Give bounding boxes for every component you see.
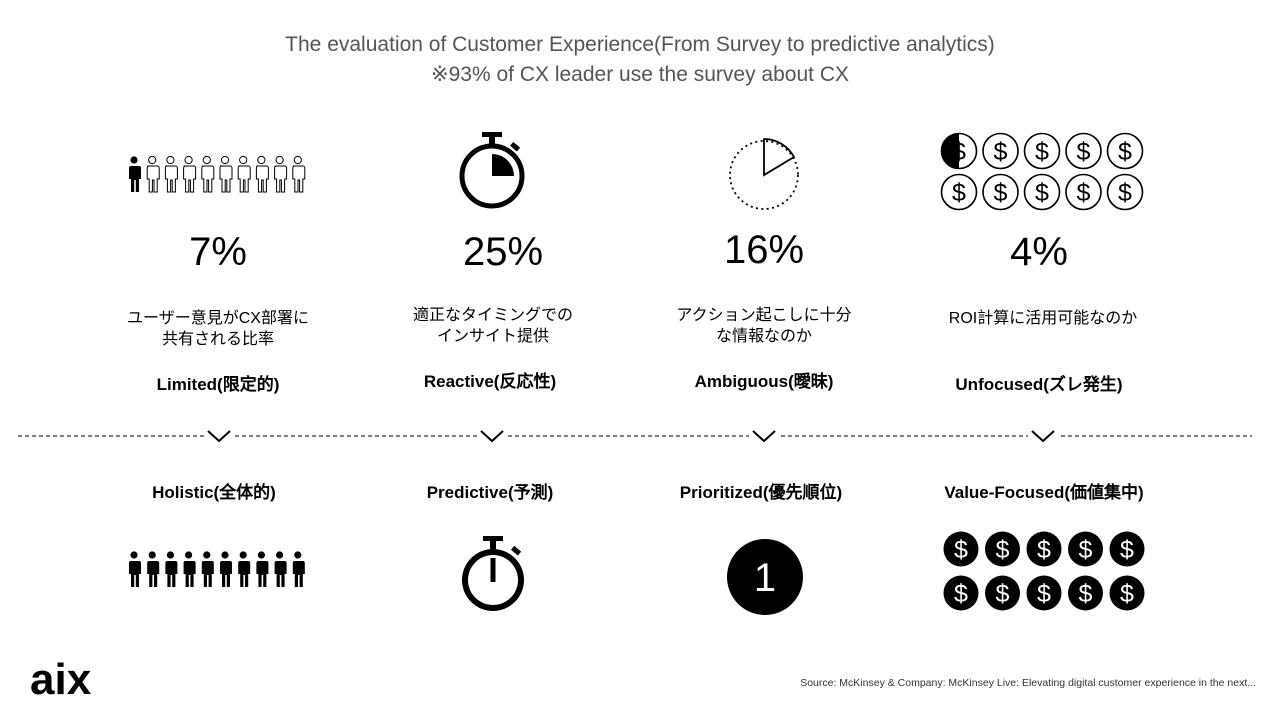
dollar-coin: $ (982, 132, 1019, 170)
svg-text:$: $ (1079, 580, 1093, 608)
person-filled (201, 551, 214, 587)
dollar-coins-half-filled-icon: $ $ $ $ $ $ $ $ $ $ (940, 132, 1144, 211)
dollar-coin: $ (1106, 173, 1144, 211)
label-prioritized: Prioritized(優先順位) (679, 483, 843, 502)
dollar-coin: $ (943, 531, 979, 567)
svg-text:$: $ (996, 536, 1010, 564)
dollar-coin: $ (1068, 575, 1103, 611)
svg-text:1: 1 (754, 556, 776, 600)
svg-text:$: $ (1118, 179, 1132, 207)
dollar-coin: $ (1109, 531, 1145, 567)
person-filled (129, 551, 141, 587)
label-reactive: Reactive(反応性) (423, 372, 557, 391)
svg-text:$: $ (1077, 179, 1091, 207)
desc-unfocused: ROI計算に活用可能なのか (948, 310, 1138, 327)
dollar-coins-filled-icon: $ $ $ $ $ $ $ $ $ $ (943, 531, 1145, 611)
person-outline (183, 155, 197, 193)
label-limited: Limited(限定的) (156, 375, 280, 394)
percent-unfocused: 4% (1010, 230, 1068, 274)
chevron-down-icon (204, 427, 234, 445)
person-filled (292, 551, 305, 587)
title-line-2: ※93% of CX leader use the survey about C… (431, 63, 849, 86)
svg-text:$: $ (996, 580, 1010, 608)
person-filled (183, 551, 196, 587)
svg-text:$: $ (1120, 580, 1134, 608)
aix-logo: aix (30, 655, 92, 700)
svg-text:$: $ (954, 580, 968, 608)
chevron-down-icon (749, 427, 779, 445)
dollar-coin: $ (1068, 531, 1103, 567)
stopwatch-filled-icon (462, 536, 524, 611)
dollar-coin: $ (1106, 132, 1144, 170)
svg-text:$: $ (1120, 536, 1134, 564)
desc-limited: ユーザー意見がCX部署に 共有される比率 (127, 310, 309, 348)
source-citation: Source: McKinsey & Company: McKinsey Liv… (800, 677, 1256, 689)
dollar-coin: $ (1023, 173, 1061, 211)
label-value-focused: Value-Focused(価値集中) (944, 483, 1144, 502)
dollar-coin: $ (1026, 531, 1062, 567)
chevron-down-icon (477, 427, 507, 445)
person-filled (238, 551, 251, 587)
person-outline (255, 155, 269, 193)
title-line-1: The evaluation of Customer Experience(Fr… (285, 33, 995, 56)
desc-reactive: 適正なタイミングでの インサイト提供 (412, 307, 573, 345)
person-outline (219, 155, 233, 193)
svg-text:$: $ (1037, 580, 1051, 608)
dollar-coin: $ (940, 132, 978, 170)
person-filled (129, 156, 141, 192)
label-unfocused: Unfocused(ズレ発生) (955, 375, 1123, 394)
svg-text:$: $ (954, 536, 968, 564)
dollar-coin: $ (1109, 575, 1145, 611)
svg-text:$: $ (1079, 536, 1093, 564)
svg-text:$: $ (994, 138, 1008, 166)
svg-text:$: $ (1035, 138, 1049, 166)
dollar-coin: $ (1065, 132, 1102, 170)
svg-text:aix: aix (30, 655, 92, 700)
svg-text:$: $ (952, 179, 966, 207)
person-outline (164, 155, 178, 193)
dollar-coin: $ (1065, 173, 1102, 211)
dotted-circle-slice-icon (729, 138, 799, 210)
desc-ambiguous: アクション起こしに十分 な情報なのか (676, 307, 852, 345)
svg-text:$: $ (1035, 179, 1049, 207)
person-outline (274, 155, 288, 193)
person-outline (237, 155, 251, 193)
dollar-coin: $ (982, 173, 1019, 211)
dashed-divider (18, 435, 1252, 437)
person-outline (292, 155, 306, 193)
percent-ambiguous: 16% (723, 228, 805, 272)
dollar-coin: $ (985, 575, 1020, 611)
number-one-circle-icon: 1 (727, 539, 803, 615)
person-filled (165, 551, 178, 587)
percent-limited: 7% (189, 230, 247, 274)
people-all-filled-icon (129, 551, 305, 587)
dollar-coin: $ (985, 531, 1020, 567)
label-holistic: Holistic(全体的) (152, 483, 276, 502)
stopwatch-quarter-icon (459, 132, 525, 209)
person-filled (220, 551, 232, 587)
person-filled (147, 551, 160, 587)
label-ambiguous: Ambiguous(曖昧) (694, 372, 834, 391)
chevron-down-icon (1028, 427, 1058, 445)
svg-text:$: $ (1118, 138, 1132, 166)
people-one-filled-icon (129, 155, 306, 193)
dollar-coin: $ (943, 575, 979, 611)
person-filled (256, 551, 269, 587)
svg-text:$: $ (1037, 536, 1051, 564)
dollar-coin: $ (1023, 132, 1061, 170)
label-predictive: Predictive(予測) (426, 483, 554, 502)
svg-text:$: $ (994, 179, 1008, 207)
svg-text:$: $ (1077, 138, 1091, 166)
percent-reactive: 25% (462, 230, 544, 274)
svg-text:$: $ (952, 138, 966, 166)
person-outline (201, 155, 215, 193)
person-outline (146, 155, 160, 193)
dollar-coin: $ (940, 173, 978, 211)
person-filled (274, 551, 287, 587)
dollar-coin: $ (1026, 575, 1062, 611)
